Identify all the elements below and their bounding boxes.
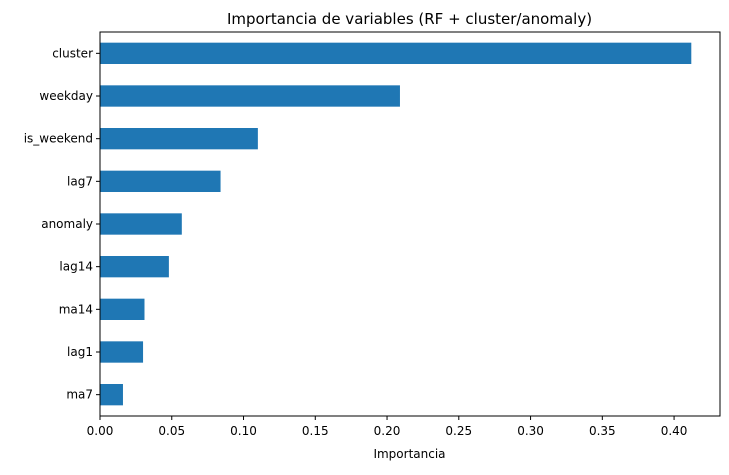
bar-ma7 (100, 384, 123, 406)
y-tick-label: lag14 (59, 260, 93, 274)
bar-weekday (100, 85, 400, 107)
bar-ma14 (100, 298, 145, 320)
y-tick-label: cluster (52, 46, 93, 60)
x-tick-label: 0.25 (445, 424, 472, 438)
y-tick-label: ma14 (59, 302, 93, 316)
x-tick-label: 0.15 (302, 424, 329, 438)
x-tick-label: 0.35 (589, 424, 616, 438)
y-axis-ticks: cluster weekday is_weekend lag7 anomaly lag14… (24, 46, 100, 402)
y-tick-label: is_weekend (24, 132, 93, 146)
x-tick-label: 0.05 (158, 424, 185, 438)
bar-is-weekend (100, 128, 258, 150)
plot-frame (99, 31, 721, 417)
x-axis-ticks: 0.00 0.05 0.10 0.15 0.20 0.25 0.30 0.35 0.40 (87, 416, 688, 438)
bars-group (100, 42, 692, 406)
x-tick-label: 0.40 (661, 424, 688, 438)
x-tick-label: 0.20 (374, 424, 401, 438)
bar-anomaly (100, 213, 182, 235)
bar-lag1 (100, 341, 144, 363)
chart-title: Importancia de variables (RF + cluster/a… (227, 10, 592, 28)
x-axis-label: Importancia (373, 447, 445, 461)
bar-lag14 (100, 256, 169, 278)
x-tick-label: 0.00 (87, 424, 114, 438)
y-tick-label: lag1 (67, 345, 93, 359)
y-tick-label: anomaly (41, 217, 93, 231)
y-tick-label: lag7 (67, 174, 93, 188)
bar-lag7 (100, 170, 221, 192)
y-tick-label: weekday (39, 89, 93, 103)
y-tick-label: ma7 (66, 388, 93, 402)
x-tick-label: 0.30 (517, 424, 544, 438)
x-tick-label: 0.10 (230, 424, 257, 438)
bar-cluster (100, 42, 692, 64)
